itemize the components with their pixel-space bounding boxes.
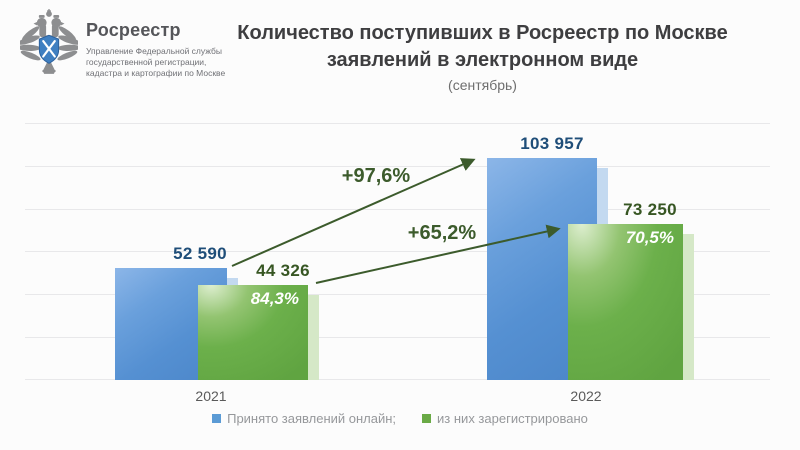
legend-swatch-green-icon xyxy=(422,414,432,423)
gridline-40000 xyxy=(25,294,770,295)
chart-subtitle: (сентябрь) xyxy=(448,77,517,93)
gridline-120000 xyxy=(25,123,770,124)
plot-area: 84,3% 70,5% xyxy=(25,123,770,380)
bar-2021-registered: 84,3% xyxy=(198,285,308,380)
value-label-2022-online: 103 957 xyxy=(520,134,584,153)
legend-label-registered: из них зарегистрировано xyxy=(437,411,588,426)
growth-pct-registered: +65,2% xyxy=(407,222,477,244)
x-label-2021: 2021 xyxy=(195,388,227,404)
title-line-2: заявлений в электронном виде xyxy=(326,49,639,71)
registered-share-2021: 84,3% xyxy=(250,289,299,309)
value-label-2022-registered: 73 250 xyxy=(623,200,677,219)
legend-item-online: Принято заявлений онлайн; xyxy=(212,411,396,426)
baseline xyxy=(25,379,770,380)
gridline-20000 xyxy=(25,337,770,338)
org-description: Управление Федеральной службы государств… xyxy=(86,46,226,79)
brand-name: Росреестр xyxy=(86,20,181,40)
legend-item-registered: из них зарегистрировано xyxy=(422,411,588,426)
legend-label-online: Принято заявлений онлайн; xyxy=(227,411,397,426)
value-label-2021-online: 52 590 xyxy=(173,244,227,263)
x-label-2022: 2022 xyxy=(570,388,602,404)
legend-swatch-blue-icon xyxy=(212,414,222,423)
bar-2022-registered: 70,5% xyxy=(568,223,683,380)
chart-title: Количество поступивших в Росреестр по Мо… xyxy=(200,20,765,93)
value-label-2021-registered: 44 326 xyxy=(256,261,310,280)
title-line-1: Количество поступивших в Росреестр по Мо… xyxy=(237,22,728,44)
rosreestr-logo: Росреестр Управление Федеральной службы … xyxy=(20,8,225,79)
registered-share-2022: 70,5% xyxy=(625,227,674,247)
growth-pct-online: +97,6% xyxy=(341,165,411,187)
double-eagle-icon xyxy=(20,9,78,74)
legend: Принято заявлений онлайн; из них зарегис… xyxy=(0,411,800,426)
